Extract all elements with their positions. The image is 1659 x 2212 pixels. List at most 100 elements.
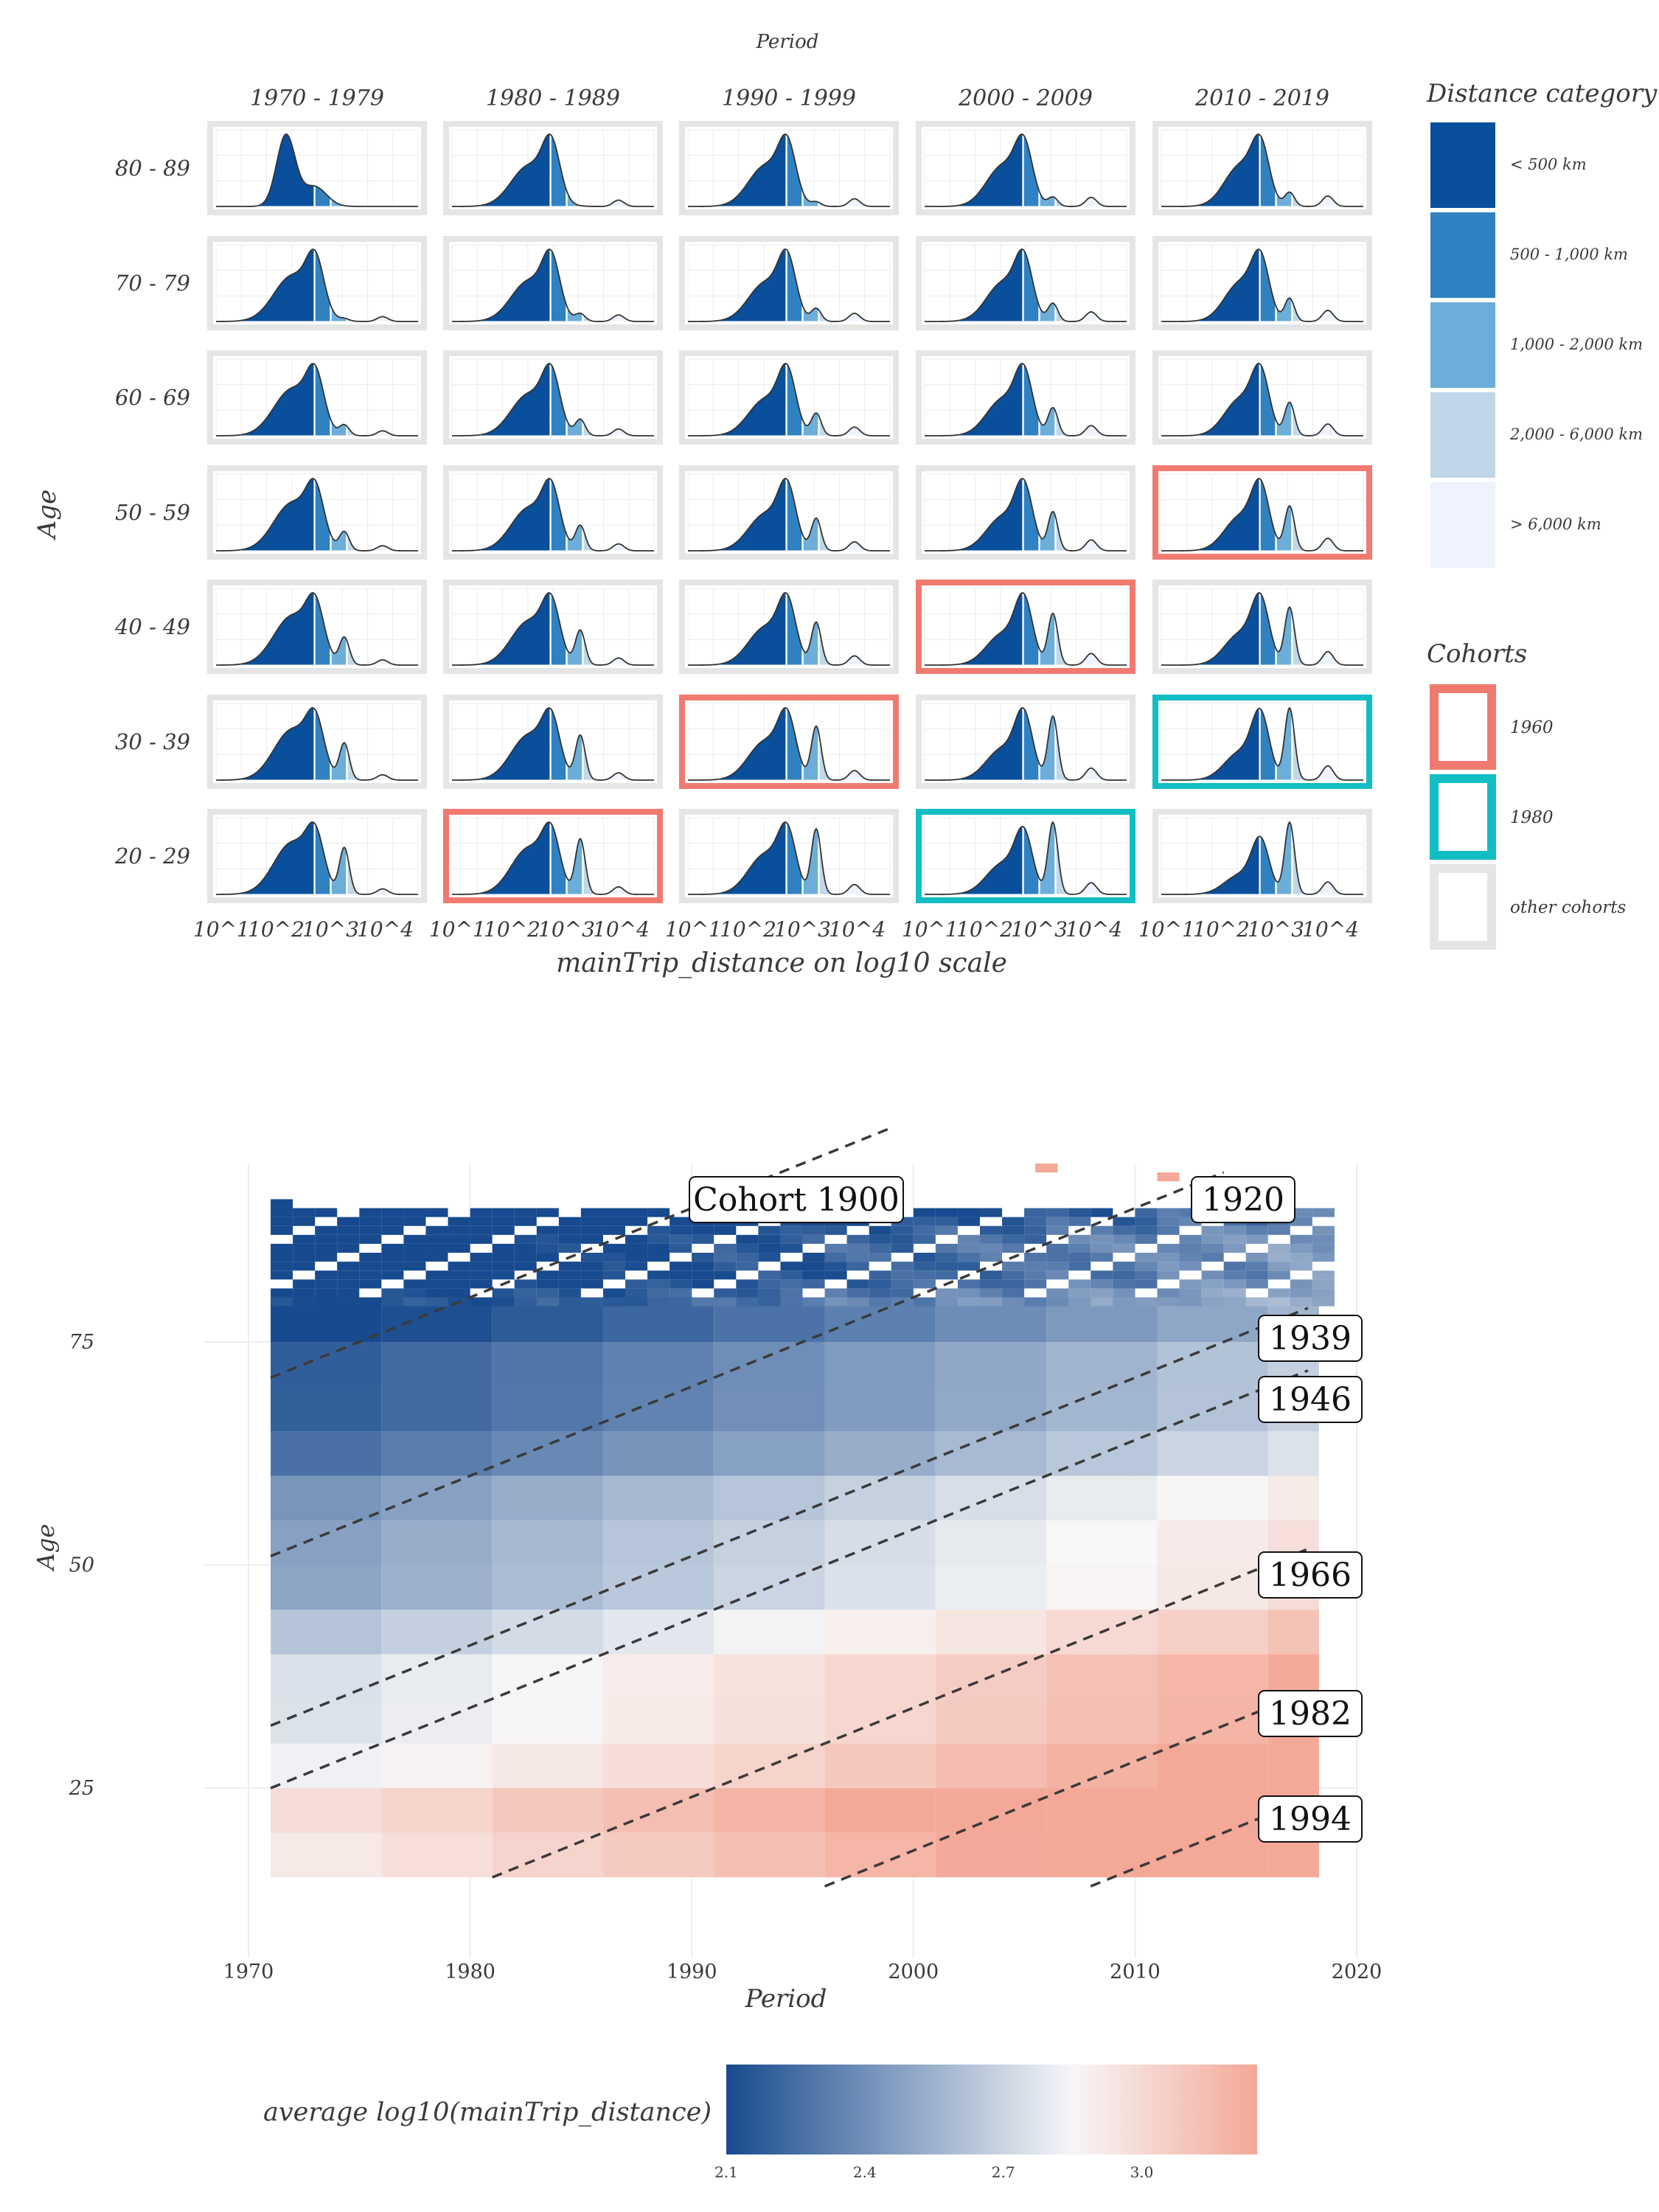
x-axis-label: Period <box>745 1984 827 2014</box>
density-line <box>216 133 418 207</box>
heatmap-cell <box>337 1279 360 1289</box>
heatmap-cell <box>492 1743 603 1789</box>
density-line <box>925 133 1127 207</box>
heatmap-cell <box>381 1743 493 1789</box>
legend-label: > 6,000 km <box>1510 515 1601 533</box>
heatmap-cell <box>869 1225 891 1235</box>
cohort-line <box>270 1307 1309 1727</box>
heatmap-cell <box>1157 1217 1180 1226</box>
heatmap-cell <box>1179 1234 1202 1244</box>
colorbar-tick-label: 2.4 <box>853 2163 877 2181</box>
x-tick-label: 10^2 <box>720 917 776 942</box>
heatmap-cell <box>602 1208 626 1217</box>
heatmap-cell <box>780 1234 803 1244</box>
heatmap-cell <box>580 1217 603 1226</box>
heatmap-cell <box>758 1279 781 1289</box>
heatmap-cell <box>580 1279 603 1289</box>
heatmap-cell <box>536 1270 559 1280</box>
heatmap-cell <box>359 1270 382 1280</box>
x-tick-label: 10^3 <box>1011 917 1068 942</box>
heatmap-cell <box>714 1225 737 1235</box>
heatmap-cell <box>492 1610 603 1655</box>
heatmap-cell <box>1312 1279 1335 1289</box>
x-tick-label: 1990 <box>667 1961 717 1983</box>
heatmap-cell <box>1267 1225 1290 1235</box>
heatmap-cell <box>536 1208 559 1217</box>
heatmap-cell <box>824 1788 936 1833</box>
heatmap-cell <box>1046 1520 1158 1565</box>
heatmap-cell <box>271 1520 382 1565</box>
facet-panel <box>207 350 427 445</box>
density-line <box>688 707 890 781</box>
heatmap-cell <box>935 1743 1047 1789</box>
density-line <box>1161 248 1363 322</box>
heatmap-cell <box>1201 1288 1224 1298</box>
heatmap-cell <box>935 1788 1047 1833</box>
heatmap-cell <box>846 1297 869 1307</box>
heatmap-cell <box>536 1297 559 1307</box>
x-tick-label: 10^3 <box>1248 917 1304 942</box>
heatmap-cell <box>271 1270 293 1280</box>
heatmap-cell <box>1245 1270 1268 1280</box>
heatmap-cell <box>448 1279 470 1289</box>
cohort-label: 1920 <box>1202 1181 1284 1219</box>
heatmap-cell <box>293 1234 316 1244</box>
heatmap-cell <box>470 1279 493 1289</box>
heatmap-cell <box>1091 1208 1113 1217</box>
cohort-label: 1939 <box>1269 1320 1352 1357</box>
heatmap-cell <box>935 1208 958 1217</box>
heatmap-cell <box>602 1262 626 1271</box>
density-line <box>925 707 1127 781</box>
heatmap-cell <box>913 1270 936 1280</box>
heatmap-cell <box>957 1279 980 1289</box>
heatmap-cell <box>1267 1610 1319 1655</box>
heatmap-cell <box>403 1208 426 1217</box>
heatmap-cell <box>669 1217 692 1226</box>
heatmap-cell <box>780 1225 803 1235</box>
heatmap-cell <box>669 1270 692 1280</box>
x-tick-label: 2010 <box>1110 1961 1161 1983</box>
cohort-label: 1994 <box>1269 1801 1352 1838</box>
heatmap-cell <box>536 1225 559 1235</box>
heatmap-cell <box>1135 1270 1158 1280</box>
colorbar-bar <box>726 2065 1257 2154</box>
heatmap-cell <box>403 1234 426 1244</box>
colorbar-legend: average log10(mainTrip_distance) 2.1 2.4 2.… <box>263 2065 1257 2181</box>
heatmap-cell <box>514 1262 537 1271</box>
heatmap-cell <box>1157 1172 1180 1182</box>
density-line <box>1161 592 1363 666</box>
heatmap-cell <box>669 1225 692 1235</box>
facet-panel <box>916 580 1135 674</box>
x-tick-label: 10^1 <box>193 917 250 942</box>
x-tick-label: 2000 <box>888 1961 939 1983</box>
heatmap-cell <box>736 1253 759 1262</box>
x-axis-label: mainTrip_distance on log10 scale <box>556 948 1007 978</box>
faceted-density-chart: Period 1970 - 1979 1980 - 1989 1990 - 1999 2… <box>32 31 1372 978</box>
heatmap-cell <box>492 1520 603 1565</box>
heatmap-cell <box>381 1253 404 1262</box>
density-line <box>688 248 890 322</box>
heatmap-cell <box>558 1243 581 1253</box>
x-tick-label: 10^3 <box>538 917 595 942</box>
heatmap-cell <box>714 1288 737 1298</box>
heatmap-cell <box>1245 1234 1268 1244</box>
heatmap-cell <box>802 1253 825 1262</box>
heatmap-cell <box>1267 1431 1319 1476</box>
heatmap-cell <box>736 1243 759 1253</box>
heatmap-cell <box>1113 1243 1135 1253</box>
heatmap-cell <box>891 1225 914 1235</box>
heatmap-cell <box>1068 1217 1091 1226</box>
legend-label: 2,000 - 6,000 km <box>1509 425 1643 443</box>
heatmap-cell <box>891 1262 914 1271</box>
heatmap-cell <box>647 1208 670 1217</box>
heatmap-cell <box>846 1262 869 1271</box>
heatmap-cell <box>602 1431 714 1476</box>
heatmap-cell <box>935 1270 958 1280</box>
y-tick-label: 25 <box>69 1777 94 1800</box>
density-line <box>215 707 418 781</box>
heatmap-cell <box>359 1279 382 1289</box>
age-period-heatmap: Cohort 1900 1920 1939 1946 1966 1982 1994 1970 1… <box>32 1126 1382 2014</box>
heatmap-cell <box>381 1225 404 1235</box>
heatmap-cell <box>1135 1208 1158 1217</box>
